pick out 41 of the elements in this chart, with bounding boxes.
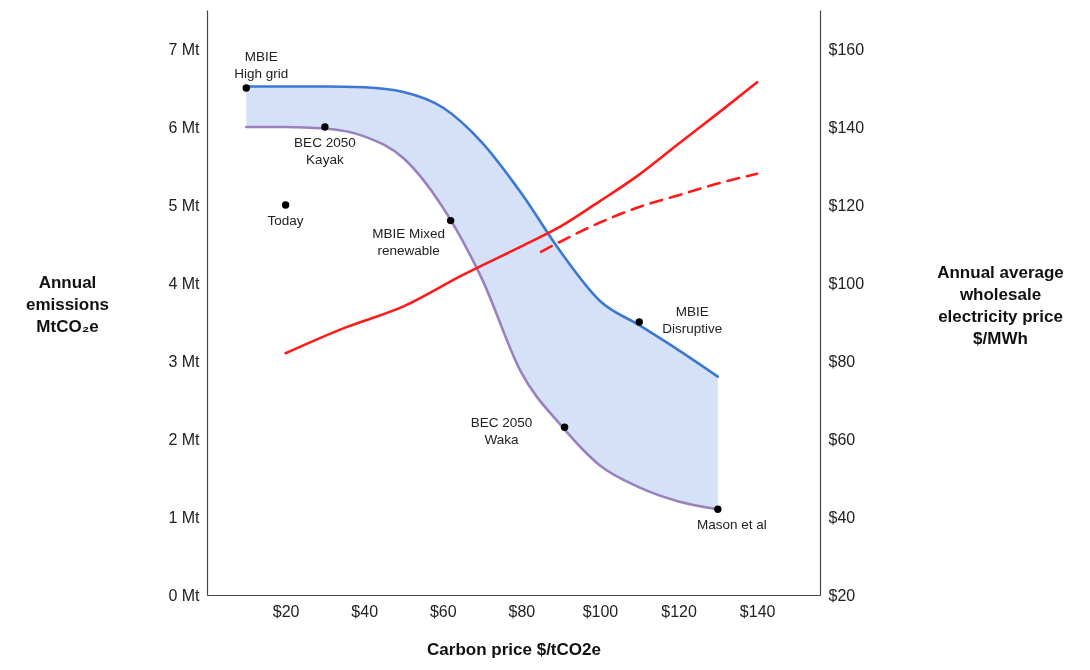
y-tick-label: 0 Mt	[168, 586, 201, 604]
y-tick-label: 2 Mt	[168, 430, 201, 448]
y-tick-label: 7 Mt	[168, 40, 201, 58]
y-tick-label: 5 Mt	[168, 196, 201, 214]
annotation: MBIE High grid	[234, 49, 289, 81]
x-tick-label: $120	[661, 602, 697, 620]
y-tick-label: 1 Mt	[168, 508, 201, 526]
y2-tick-label: $120	[828, 196, 865, 214]
y2-tick-label: $100	[828, 274, 865, 292]
x-axis-title: Carbon price $/tCO2e	[427, 639, 601, 659]
y-tick-label: 6 Mt	[168, 118, 201, 136]
point	[446, 216, 455, 225]
point	[281, 201, 290, 209]
x-tick-label: $140	[739, 602, 776, 620]
y-tick-label: 4 Mt	[168, 274, 201, 292]
point	[560, 423, 569, 431]
annotation: BEC 2050 Kayak	[294, 135, 356, 167]
annotation: Today	[267, 213, 304, 228]
y2-tick-label: $40	[828, 508, 856, 526]
line-series	[539, 172, 759, 254]
x-tick-label: $100	[582, 602, 619, 620]
y2-tick-label: $140	[828, 118, 865, 136]
y-tick-label: 3 Mt	[168, 352, 201, 370]
annotation: BEC 2050 Waka	[470, 415, 533, 448]
x-tick-label: $40	[351, 602, 379, 620]
point	[321, 123, 329, 131]
annotation: MBIE Mixed renewable	[372, 225, 446, 258]
x-tick-label: $20	[272, 602, 300, 620]
x-tick-label: $80	[508, 602, 536, 620]
y2-tick-label: $20	[828, 586, 856, 604]
annotation: MBIE Disruptive	[662, 304, 723, 336]
y-axis-title: Annual emissions MtCO₂e	[25, 273, 110, 336]
y2-axis-title: Annual average wholesale electricity price $/MWh	[937, 263, 1064, 348]
x-tick-label: $60	[429, 602, 457, 620]
point	[242, 84, 250, 92]
point	[714, 505, 722, 513]
y2-tick-label: $60	[828, 430, 856, 448]
y2-tick-label: $80	[828, 352, 856, 370]
y2-tick-label: $160	[828, 40, 865, 58]
annotation: Mason et al	[696, 517, 767, 533]
point	[635, 318, 643, 326]
